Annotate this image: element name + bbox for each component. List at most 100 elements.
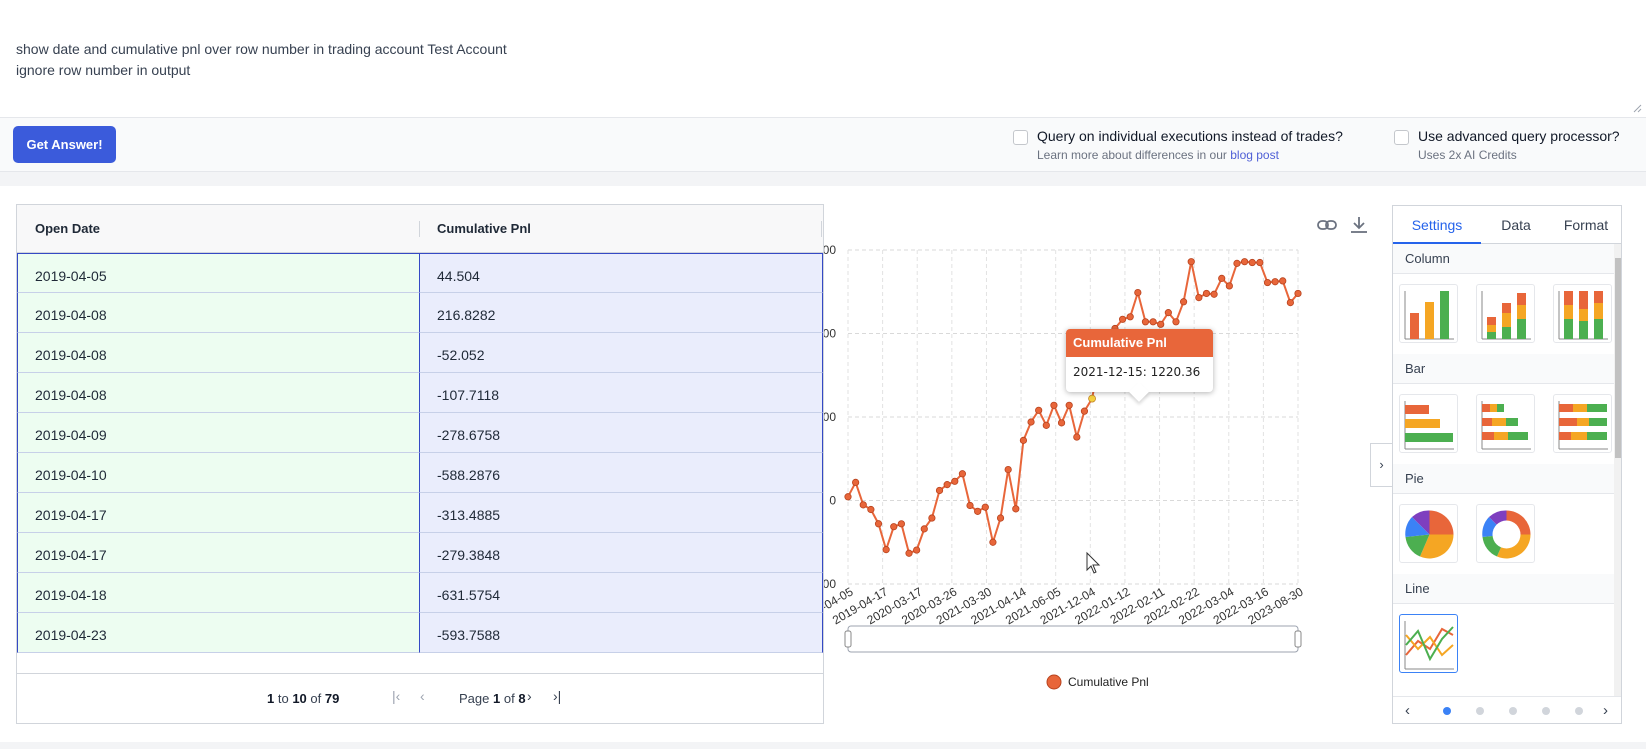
table-row[interactable]: 2019-04-23 -593.7588 <box>17 613 823 653</box>
cell-open-date[interactable]: 2019-04-08 <box>17 333 420 373</box>
table-row[interactable]: 2019-04-08 -107.7118 <box>17 373 823 413</box>
panel-scrollbar-thumb[interactable] <box>1615 258 1621 458</box>
column-header-cumulative-pnl[interactable]: Cumulative Pnl <box>437 221 531 236</box>
download-icon[interactable] <box>1348 214 1370 236</box>
query-textarea[interactable]: show date and cumulative pnl over row nu… <box>0 0 1646 118</box>
cell-cumulative-pnl[interactable]: -279.3848 <box>420 533 823 573</box>
table-row[interactable]: 2019-04-18 -631.5754 <box>17 573 823 613</box>
data-point <box>935 486 944 495</box>
tab-data[interactable]: Data <box>1501 217 1531 233</box>
section-column-title: Column <box>1393 244 1615 274</box>
cell-open-date[interactable]: 2019-04-08 <box>17 373 420 413</box>
resize-grip-icon[interactable] <box>1632 103 1642 113</box>
data-point <box>943 481 951 489</box>
data-point <box>882 546 890 554</box>
last-page-icon[interactable]: ›| <box>553 688 562 704</box>
data-point <box>1141 318 1150 326</box>
column-header-open-date[interactable]: Open Date <box>35 221 101 236</box>
bar-normalized-icon <box>1558 401 1608 450</box>
cell-cumulative-pnl[interactable]: 216.8282 <box>420 293 823 333</box>
page-dot[interactable] <box>1575 707 1583 715</box>
cell-cumulative-pnl[interactable]: -52.052 <box>420 333 823 373</box>
cell-open-date[interactable]: 2019-04-23 <box>17 613 420 653</box>
tab-settings[interactable]: Settings <box>1393 206 1481 244</box>
cell-open-date[interactable]: 2019-04-17 <box>17 493 420 533</box>
tab-format[interactable]: Format <box>1563 217 1609 233</box>
executions-checkbox[interactable] <box>1013 130 1028 145</box>
table-row[interactable]: 2019-04-17 -279.3848 <box>17 533 823 573</box>
cell-cumulative-pnl[interactable]: -593.7588 <box>420 613 823 653</box>
cell-cumulative-pnl[interactable]: -107.7118 <box>420 373 823 413</box>
pie-thumbnail[interactable] <box>1399 504 1458 563</box>
data-point <box>867 505 875 514</box>
legend-marker <box>1046 674 1062 690</box>
y-tick-label: 0 <box>829 494 836 508</box>
next-page-icon[interactable]: › <box>527 688 532 704</box>
column-stacked-thumbnail[interactable] <box>1476 284 1535 343</box>
table-row[interactable]: 2019-04-10 -588.2876 <box>17 453 823 493</box>
table-row[interactable]: 2019-04-08 216.8282 <box>17 293 823 333</box>
page-current: 1 <box>493 691 501 706</box>
of-word: of <box>503 691 515 706</box>
cell-open-date[interactable]: 2019-04-18 <box>17 573 420 613</box>
column-normalized-thumbnail[interactable] <box>1553 284 1612 343</box>
cell-open-date[interactable]: 2019-04-17 <box>17 533 420 573</box>
advanced-option-label: Use advanced query processor? <box>1418 128 1620 144</box>
previous-arrow-icon[interactable]: ‹ <box>1405 702 1410 719</box>
table-row[interactable]: 2019-04-17 -313.4885 <box>17 493 823 533</box>
data-point <box>1233 259 1241 267</box>
table-row[interactable]: 2019-04-09 -278.6758 <box>17 413 823 453</box>
table-row[interactable]: 2019-04-05 44.504 <box>17 253 823 293</box>
cell-cumulative-pnl[interactable]: -588.2876 <box>420 453 823 493</box>
column-grouped-thumbnail[interactable] <box>1399 284 1458 343</box>
section-line-title: Line <box>1393 574 1615 604</box>
data-point <box>1195 293 1203 302</box>
column-separator[interactable] <box>419 221 420 237</box>
cell-cumulative-pnl[interactable]: -278.6758 <box>420 413 823 453</box>
cell-open-date[interactable]: 2019-04-10 <box>17 453 420 493</box>
column-separator[interactable] <box>821 221 822 237</box>
range-handle-right <box>1294 630 1302 648</box>
data-point <box>1218 274 1226 282</box>
data-point <box>1027 418 1035 426</box>
panel-toggle-button[interactable]: › <box>1370 443 1392 487</box>
next-arrow-icon[interactable]: › <box>1603 702 1608 719</box>
cell-cumulative-pnl[interactable]: -313.4885 <box>420 493 823 533</box>
row-total: 79 <box>324 691 340 706</box>
chart-settings-panel: Settings Data Format Column Bar <box>1392 205 1622 724</box>
page-dot[interactable] <box>1443 707 1451 715</box>
cell-open-date[interactable]: 2019-04-08 <box>17 293 420 333</box>
get-answer-button[interactable]: Get Answer! <box>13 126 116 163</box>
panel-body: Column Bar Pie <box>1393 244 1621 696</box>
bar-normalized-thumbnail[interactable] <box>1553 394 1612 453</box>
doughnut-chart-icon <box>1482 510 1531 559</box>
pagination: 1 to 10 of 79 |‹ ‹ Page 1 of 8 › ›| <box>17 673 823 723</box>
cell-open-date[interactable]: 2019-04-05 <box>17 253 420 293</box>
cell-cumulative-pnl[interactable]: -631.5754 <box>420 573 823 613</box>
data-point <box>1073 433 1081 441</box>
doughnut-thumbnail[interactable] <box>1476 504 1535 563</box>
cell-open-date[interactable]: 2019-04-09 <box>17 413 420 453</box>
table-row[interactable]: 2019-04-08 -52.052 <box>17 333 823 373</box>
data-point <box>1241 258 1249 266</box>
page-dot[interactable] <box>1476 707 1484 715</box>
data-point <box>981 503 989 511</box>
advanced-checkbox[interactable] <box>1394 130 1409 145</box>
panel-scrollbar[interactable] <box>1614 244 1621 696</box>
page-dot[interactable] <box>1542 707 1550 715</box>
data-point <box>844 493 852 501</box>
of-word: of <box>310 691 322 706</box>
page-dot[interactable] <box>1509 707 1517 715</box>
link-icon[interactable] <box>1316 214 1338 236</box>
cell-cumulative-pnl[interactable]: 44.504 <box>420 253 823 293</box>
chart-area: -100001000200030002019-04-052019-04-1720… <box>824 204 1392 724</box>
first-page-icon[interactable]: |‹ <box>392 688 401 704</box>
bar-stacked-thumbnail[interactable] <box>1476 394 1535 453</box>
previous-page-icon[interactable]: ‹ <box>420 688 425 704</box>
line-chart-thumbnail[interactable] <box>1399 614 1458 673</box>
blog-post-link[interactable]: blog post <box>1230 148 1279 162</box>
bar-grouped-thumbnail[interactable] <box>1399 394 1458 453</box>
data-point <box>1019 436 1028 444</box>
data-point <box>1187 258 1195 266</box>
data-point <box>1202 289 1211 298</box>
